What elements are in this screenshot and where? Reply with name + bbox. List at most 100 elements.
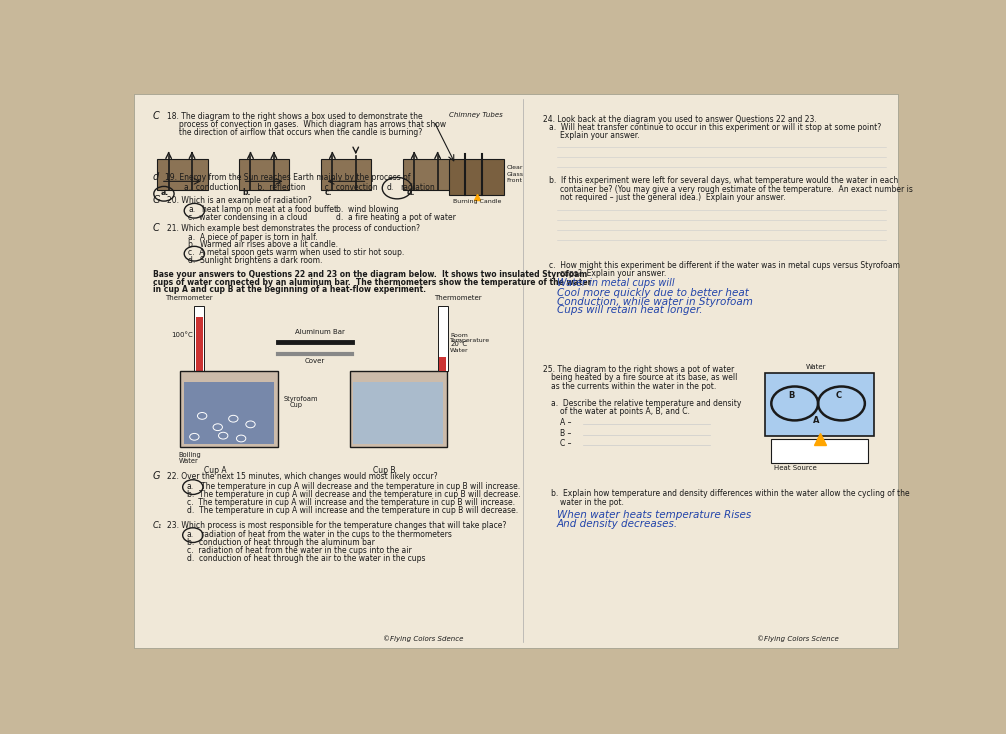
Text: water in the pot.: water in the pot. [560, 498, 624, 506]
FancyBboxPatch shape [196, 317, 203, 371]
Text: 19. Energy from the Sun reaches Earth mainly by the process of: 19. Energy from the Sun reaches Earth ma… [165, 172, 410, 181]
FancyBboxPatch shape [438, 305, 448, 371]
Text: b.  If this experiment were left for several days, what temperature would the wa: b. If this experiment were left for seve… [549, 176, 898, 185]
Text: When water heats temperature Rises: When water heats temperature Rises [557, 509, 751, 520]
Text: Burning Candle: Burning Candle [453, 199, 502, 204]
Text: c.  The temperature in cup A will increase and the temperature in cup B will inc: c. The temperature in cup A will increas… [186, 498, 514, 506]
Text: a.  Describe the relative temperature and density: a. Describe the relative temperature and… [550, 399, 741, 407]
Text: 25. The diagram to the right shows a pot of water: 25. The diagram to the right shows a pot… [543, 365, 734, 374]
FancyBboxPatch shape [349, 371, 447, 447]
Text: d: d [153, 172, 159, 181]
Text: a.: a. [186, 482, 194, 491]
Text: Styrofoam: Styrofoam [284, 396, 319, 401]
Text: the direction of airflow that occurs when the candle is burning?: the direction of airflow that occurs whe… [167, 128, 423, 137]
Text: d.  conduction of heat through the air to the water in the cups: d. conduction of heat through the air to… [186, 553, 426, 562]
Text: a.  Will heat transfer continue to occur in this experiment or will it stop at s: a. Will heat transfer continue to occur … [549, 123, 881, 132]
Text: Water in metal cups will: Water in metal cups will [557, 278, 674, 288]
Text: Water: Water [450, 348, 469, 353]
Text: The temperature in cup A will decrease and the temperature in cup B will increas: The temperature in cup A will decrease a… [200, 482, 520, 491]
Text: 18. The diagram to the right shows a box used to demonstrate the: 18. The diagram to the right shows a box… [167, 112, 423, 121]
Text: 24. Look back at the diagram you used to answer Questions 22 and 23.: 24. Look back at the diagram you used to… [543, 115, 817, 124]
Text: C –: C – [560, 440, 571, 448]
Text: Cool more quickly due to better heat: Cool more quickly due to better heat [557, 288, 748, 297]
Text: ©Flying Colors Sdence: ©Flying Colors Sdence [383, 635, 464, 642]
Text: Cover: Cover [305, 358, 325, 364]
Text: b.  Explain how temperature and density differences within the water allow the c: b. Explain how temperature and density d… [550, 489, 909, 498]
Text: radiation: radiation [400, 183, 435, 192]
Text: Front: Front [506, 178, 522, 184]
Text: Cup B: Cup B [373, 466, 395, 475]
Text: A: A [814, 416, 820, 425]
Text: d.: d. [406, 189, 414, 197]
Text: c.  water condensing in a cloud: c. water condensing in a cloud [188, 214, 308, 222]
Text: C: C [153, 111, 160, 121]
Text: cups?  Explain your answer.: cups? Explain your answer. [560, 269, 666, 278]
Text: Cup A: Cup A [203, 466, 226, 475]
Text: b.  wind blowing: b. wind blowing [336, 206, 399, 214]
Text: c.  radiation of heat from the water in the cups into the air: c. radiation of heat from the water in t… [186, 545, 411, 555]
Text: Explain your answer.: Explain your answer. [560, 131, 640, 140]
FancyBboxPatch shape [440, 357, 447, 371]
FancyBboxPatch shape [353, 382, 443, 444]
Text: Chimney Tubes: Chimney Tubes [450, 112, 503, 118]
Text: A –: A – [560, 418, 571, 427]
Text: a.: a. [188, 206, 195, 214]
FancyBboxPatch shape [402, 159, 453, 190]
Text: G: G [153, 195, 161, 205]
Text: Water: Water [806, 364, 826, 370]
Text: b.  The temperature in cup A will decrease and the temperature in cup B will dec: b. The temperature in cup A will decreas… [186, 490, 520, 498]
Text: Heat Source: Heat Source [775, 465, 817, 470]
Text: not required – just the general idea.)  Explain your answer.: not required – just the general idea.) E… [560, 193, 786, 202]
Text: d.  The temperature in cup A will increase and the temperature in cup B will dec: d. The temperature in cup A will increas… [186, 506, 518, 515]
Text: d.  Sunlight brightens a dark room.: d. Sunlight brightens a dark room. [188, 256, 323, 265]
Text: heat lamp on meat at a food buffet: heat lamp on meat at a food buffet [202, 206, 337, 214]
Text: And density decreases.: And density decreases. [557, 519, 678, 529]
Text: as the currents within the water in the pot.: as the currents within the water in the … [550, 382, 716, 390]
Text: Clear: Clear [506, 165, 523, 170]
Text: 23. Which process is most responsible for the temperature changes that will take: 23. Which process is most responsible fo… [167, 521, 506, 530]
Text: Glass: Glass [506, 172, 523, 177]
Text: C: C [153, 223, 160, 233]
Text: G: G [153, 471, 161, 482]
FancyBboxPatch shape [321, 159, 371, 190]
Text: 22. Over the next 15 minutes, which changes would most likely occur?: 22. Over the next 15 minutes, which chan… [167, 472, 438, 482]
Text: b.  conduction of heat through the aluminum bar: b. conduction of heat through the alumin… [186, 538, 374, 547]
Text: Cup: Cup [290, 402, 303, 408]
Text: Conduction, while water in Styrofoam: Conduction, while water in Styrofoam [557, 297, 752, 307]
Text: Base your answers to Questions 22 and 23 on the diagram below.  It shows two ins: Base your answers to Questions 22 and 23… [153, 270, 588, 280]
Text: 100°C: 100°C [171, 332, 193, 338]
Text: a.: a. [161, 189, 169, 197]
Text: ©Flying Colors Science: ©Flying Colors Science [758, 635, 839, 642]
FancyBboxPatch shape [184, 382, 274, 444]
Text: of the water at points A, B, and C.: of the water at points A, B, and C. [560, 407, 690, 416]
Text: 21. Which example best demonstrates the process of conduction?: 21. Which example best demonstrates the … [167, 224, 421, 233]
Text: B –: B – [560, 429, 571, 437]
Text: b.: b. [242, 189, 252, 197]
Text: being heated by a fire source at its base, as well: being heated by a fire source at its bas… [550, 374, 737, 382]
Text: B: B [789, 390, 795, 400]
Text: Aluminum Bar: Aluminum Bar [296, 329, 345, 335]
Text: d.  a fire heating a pot of water: d. a fire heating a pot of water [336, 214, 456, 222]
FancyBboxPatch shape [157, 159, 207, 190]
Text: process of convection in gases.  Which diagram has arrows that show: process of convection in gases. Which di… [167, 120, 447, 129]
Text: Cups will retain heat longer.: Cups will retain heat longer. [557, 305, 702, 315]
FancyBboxPatch shape [765, 374, 874, 436]
Text: a.  conduction        b.  reflection        c.  convection: a. conduction b. reflection c. convectio… [184, 183, 378, 192]
Text: container be? (You may give a very rough estimate of the temperature.  An exact : container be? (You may give a very rough… [560, 184, 912, 194]
Text: a.  A piece of paper is torn in half.: a. A piece of paper is torn in half. [188, 233, 318, 241]
Text: Room: Room [450, 333, 468, 338]
Text: Boiling: Boiling [179, 452, 201, 458]
Text: d.: d. [387, 183, 394, 192]
Text: 20°C: 20°C [450, 341, 467, 347]
FancyBboxPatch shape [772, 439, 868, 463]
Text: b.  Warmed air rises above a lit candle.: b. Warmed air rises above a lit candle. [188, 241, 338, 250]
FancyBboxPatch shape [450, 159, 504, 195]
FancyBboxPatch shape [180, 371, 278, 447]
Text: a.: a. [186, 530, 194, 539]
Text: radiation of heat from the water in the cups to the thermometers: radiation of heat from the water in the … [200, 530, 452, 539]
Text: in cup A and cup B at the beginning of a heat-flow experiment.: in cup A and cup B at the beginning of a… [153, 285, 426, 294]
Text: c.  A metal spoon gets warm when used to stir hot soup.: c. A metal spoon gets warm when used to … [188, 248, 404, 258]
Text: 20. Which is an example of radiation?: 20. Which is an example of radiation? [167, 196, 312, 205]
FancyBboxPatch shape [238, 159, 290, 190]
Text: c.  How might this experiment be different if the water was in metal cups versus: c. How might this experiment be differen… [549, 261, 900, 270]
